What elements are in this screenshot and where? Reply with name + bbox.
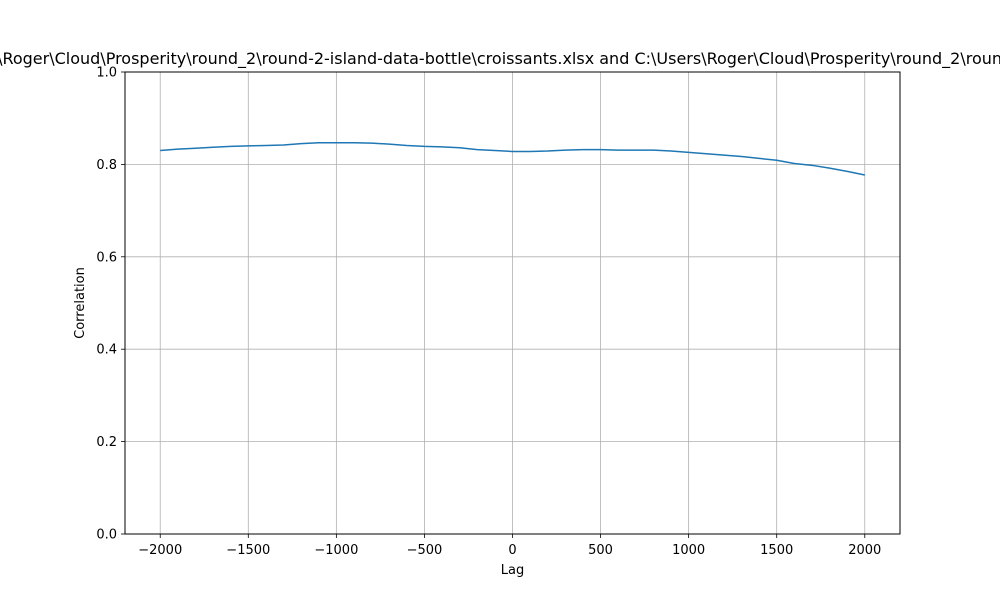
y-tick-label: 0.0 xyxy=(96,528,117,543)
x-tick-label: −1000 xyxy=(314,543,358,558)
x-tick-label: 1000 xyxy=(672,543,705,558)
x-tick-label: 500 xyxy=(588,543,613,558)
x-axis: −2000 −1500 −1000 −500 0 500 1000 1500 2000 xyxy=(138,534,881,558)
x-tick-label: −500 xyxy=(407,543,443,558)
y-tick-label: 0.2 xyxy=(96,435,117,450)
x-tick-label: 1500 xyxy=(760,543,793,558)
series-line xyxy=(160,141,865,176)
y-tick-label: 0.4 xyxy=(96,343,117,358)
x-tick-label: −2000 xyxy=(138,543,182,558)
y-tick-label: 0.8 xyxy=(96,158,117,173)
x-tick-label: −1500 xyxy=(226,543,270,558)
series-layer xyxy=(160,141,865,176)
y-axis: 0.0 0.2 0.4 0.6 0.8 1.0 xyxy=(96,66,125,543)
x-tick-label: 0 xyxy=(508,543,516,558)
chart-title: Cross-correlation between C:\Users\Roger… xyxy=(0,49,1000,69)
y-tick-label: 0.6 xyxy=(96,250,117,265)
x-axis-label: Lag xyxy=(501,563,524,578)
y-tick-label: 1.0 xyxy=(96,66,117,81)
x-tick-label: 2000 xyxy=(848,543,881,558)
y-axis-label: Correlation xyxy=(73,267,88,339)
